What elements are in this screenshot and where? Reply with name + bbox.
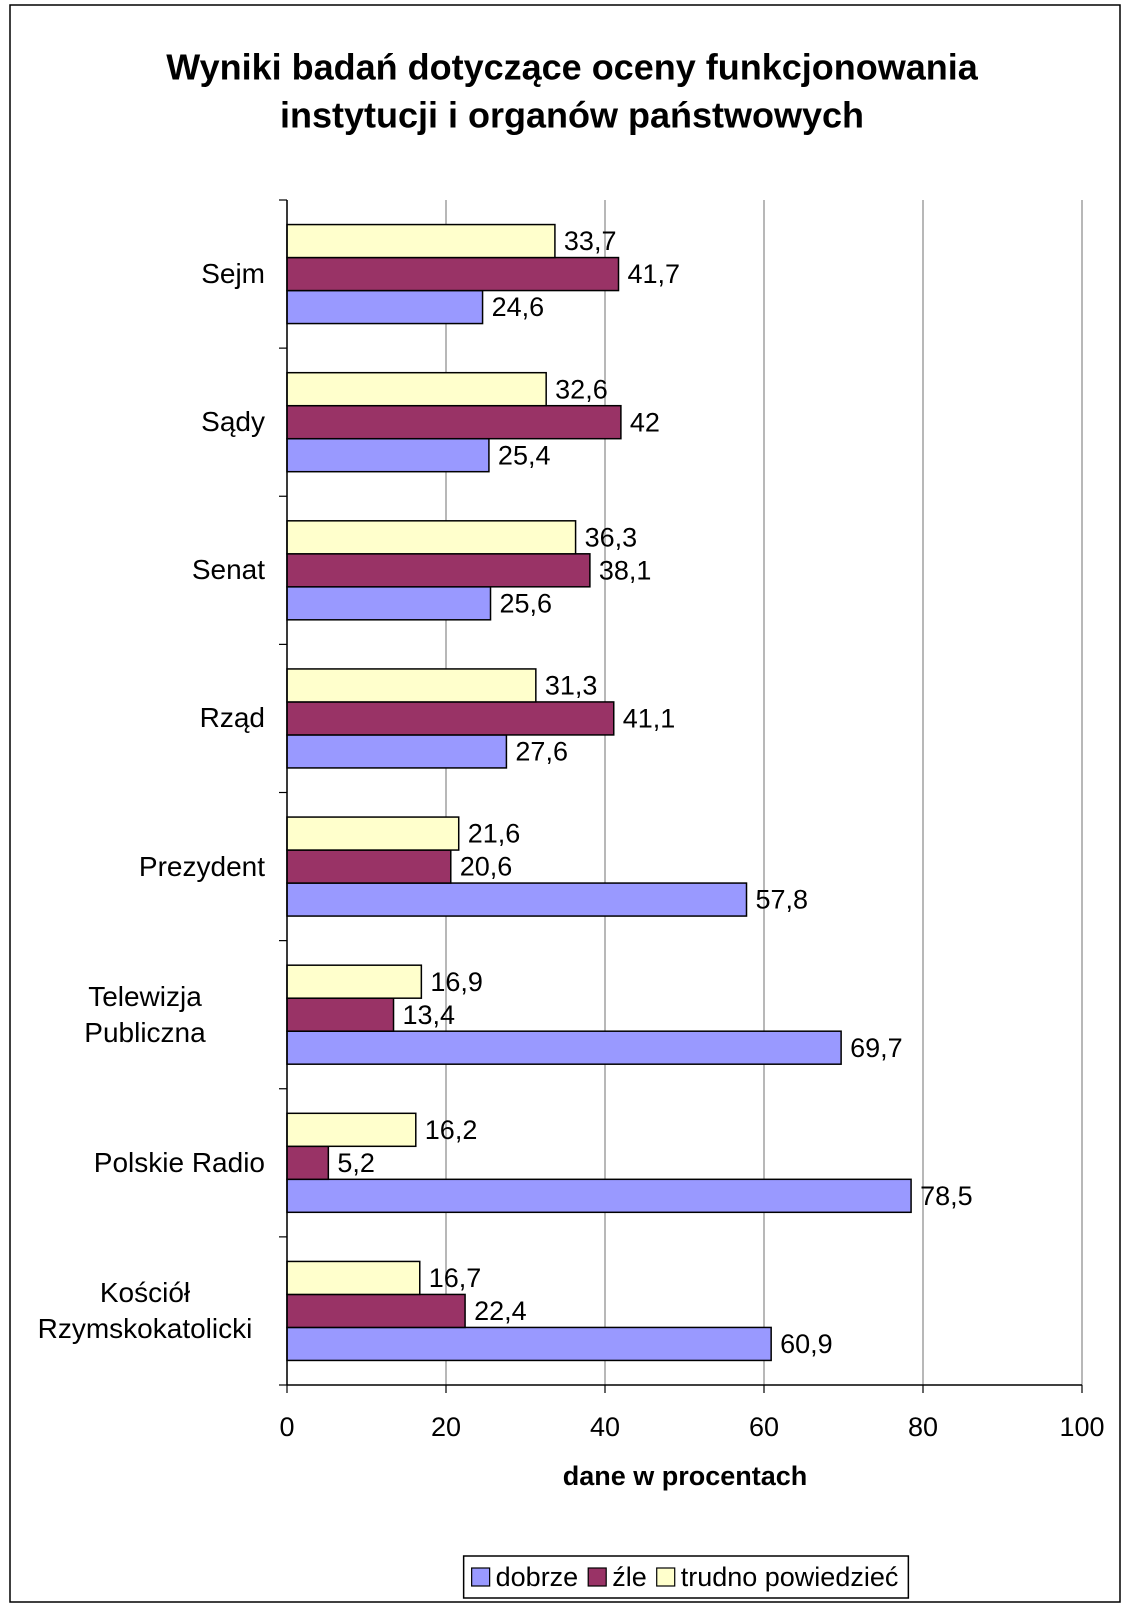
data-label: 25,4	[498, 440, 551, 470]
data-label: 20,6	[460, 852, 513, 882]
chart-title: instytucji i organów państwowych	[280, 95, 864, 136]
y-tick-label: Sejm	[201, 258, 265, 290]
bar	[286, 849, 452, 884]
bar	[286, 371, 547, 407]
bar	[286, 1260, 421, 1296]
bar	[286, 223, 556, 259]
data-label: 31,3	[545, 671, 598, 701]
bar	[286, 256, 620, 292]
data-label: 41,1	[623, 704, 676, 734]
data-label: 69,7	[850, 1033, 903, 1063]
x-tick-label: 80	[908, 1412, 938, 1442]
bar	[286, 1326, 772, 1362]
data-label: 60,9	[780, 1329, 833, 1359]
y-tick-label: Prezydent	[138, 850, 265, 882]
x-tick-label: 0	[279, 1412, 294, 1442]
data-label: 16,7	[429, 1263, 482, 1293]
legend	[462, 1555, 910, 1599]
data-label: 78,5	[920, 1181, 973, 1211]
bar	[286, 1030, 842, 1065]
bar	[286, 1112, 417, 1148]
legend-label: trudno powiedzieć	[681, 1562, 899, 1592]
x-tick-label: 20	[431, 1412, 461, 1442]
x-tick-label: 60	[749, 1412, 779, 1442]
data-label: 5,2	[337, 1148, 375, 1178]
x-axis-title: dane w procentach	[563, 1461, 808, 1491]
bar	[286, 701, 615, 736]
x-tick-label: 40	[590, 1412, 620, 1442]
y-tick-label: Senat	[191, 554, 265, 586]
data-label: 16,2	[425, 1115, 478, 1145]
data-label: 38,1	[599, 555, 652, 585]
data-label: 57,8	[756, 885, 809, 915]
bar	[286, 520, 577, 555]
data-label: 33,7	[564, 226, 617, 256]
y-tick-label: Telewizja Publiczna	[84, 980, 206, 1048]
x-tick-label: 100	[1059, 1412, 1104, 1442]
data-label: 13,4	[403, 1000, 456, 1030]
bar	[286, 553, 591, 588]
data-label: 27,6	[515, 737, 568, 767]
bar	[286, 997, 395, 1032]
legend-swatch	[656, 1567, 676, 1587]
bar	[286, 1145, 330, 1181]
legend-swatch	[471, 1567, 491, 1587]
data-label: 41,7	[628, 259, 681, 289]
data-label: 42	[630, 407, 660, 437]
data-label: 32,6	[555, 374, 608, 404]
bar	[286, 404, 622, 440]
bar	[286, 734, 508, 769]
y-tick-label: Rząd	[199, 702, 265, 734]
legend-label: dobrze	[496, 1562, 579, 1592]
y-tick-label: Polskie Radio	[93, 1146, 265, 1178]
bar	[286, 964, 423, 999]
chart-title: Wyniki badań dotyczące oceny funkcjonowa…	[166, 47, 979, 88]
data-label: 36,3	[585, 522, 638, 552]
bar	[286, 437, 490, 473]
bar	[286, 1293, 466, 1329]
data-label: 22,4	[474, 1296, 527, 1326]
data-label: 24,6	[492, 292, 545, 322]
data-label: 16,9	[430, 967, 483, 997]
y-tick-label: Sądy	[201, 406, 265, 438]
bar	[286, 289, 484, 325]
data-label: 25,6	[500, 588, 553, 618]
bar	[286, 816, 460, 851]
bar	[286, 586, 492, 621]
y-tick-label: Kościół Rzymskokatolicki	[37, 1276, 253, 1344]
data-label: 21,6	[468, 819, 521, 849]
bar	[286, 882, 748, 917]
legend-label: źle	[612, 1562, 647, 1592]
bar	[286, 668, 537, 703]
legend-swatch	[587, 1567, 607, 1587]
bar	[286, 1178, 912, 1214]
